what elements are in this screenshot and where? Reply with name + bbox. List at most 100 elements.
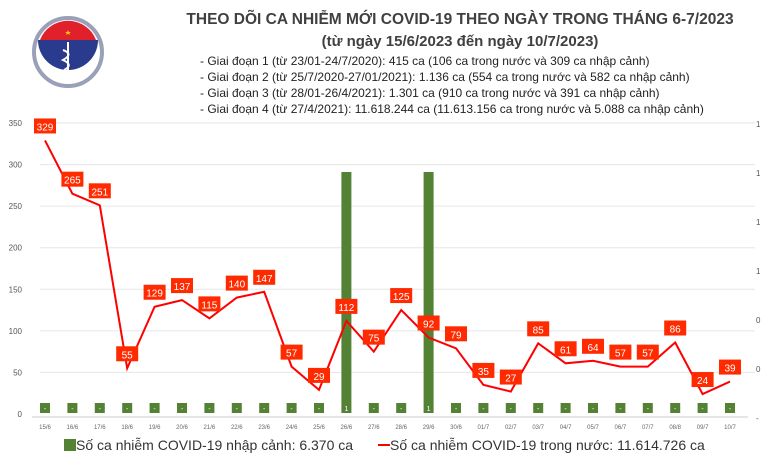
data-label-box	[390, 288, 413, 304]
x-tick-label: 25/6	[313, 425, 325, 431]
data-label-box	[445, 326, 467, 342]
data-label: 140	[228, 280, 245, 291]
legend-bar: Số ca nhiễm COVID-19 nhập cảnh: 6.370 ca	[64, 437, 353, 453]
data-label: 39	[724, 364, 736, 375]
data-label-box	[280, 344, 303, 360]
data-label-box	[171, 278, 193, 294]
data-label-box	[34, 118, 56, 134]
x-tick-label: 10/7	[724, 425, 736, 431]
data-label-box	[88, 183, 111, 199]
left-tick-label: 150	[9, 285, 23, 294]
x-tick-label: 05/7	[587, 425, 599, 431]
bar-label: -	[564, 406, 567, 413]
bar-label: -	[318, 406, 321, 413]
bar-label: -	[619, 406, 622, 413]
data-label-box	[499, 369, 522, 385]
right-tick-label: 1	[756, 267, 761, 276]
data-label: 125	[393, 292, 410, 303]
note-phase-3: - Giai đoạn 3 (từ 28/01-26/4/2021): 1.30…	[200, 86, 660, 100]
data-label: 75	[368, 334, 380, 345]
data-label-box	[636, 344, 659, 360]
data-label-box	[554, 341, 577, 357]
right-tick-label: 1	[756, 218, 761, 227]
left-tick-label: 350	[9, 119, 23, 128]
bar-label: -	[729, 406, 732, 413]
bar	[177, 403, 187, 413]
data-label: 251	[91, 187, 108, 198]
data-label: 29	[313, 372, 325, 383]
data-label: 57	[286, 349, 298, 360]
data-label: 57	[615, 349, 627, 360]
data-label-box	[691, 372, 714, 388]
bar-label: -	[44, 406, 47, 413]
data-label: 27	[505, 374, 517, 385]
bar-label: -	[400, 406, 403, 413]
right-tick-label: -	[756, 414, 759, 423]
bar-label: -	[153, 406, 156, 413]
bar	[505, 403, 516, 413]
bar	[560, 403, 571, 413]
data-label: 85	[533, 325, 545, 336]
data-label-box	[527, 321, 550, 337]
data-label: 92	[423, 320, 435, 331]
data-label-box	[225, 275, 248, 291]
x-tick-label: 26/6	[341, 425, 353, 431]
bar	[368, 403, 379, 413]
x-tick-label: 29/6	[423, 425, 435, 431]
bar-label: -	[592, 406, 595, 413]
data-label: 57	[642, 349, 654, 360]
data-label: 329	[37, 122, 54, 133]
data-label: 265	[64, 176, 81, 187]
data-label-box	[198, 296, 221, 312]
data-label-box	[308, 367, 330, 383]
x-tick-label: 24/6	[286, 425, 298, 431]
chart-title: THEO DÕI CA NHIỄM MỚI COVID-19 THEO NGÀY…	[186, 11, 734, 28]
bar	[423, 172, 434, 413]
data-label-box	[609, 344, 632, 360]
data-label: 129	[146, 289, 163, 300]
x-tick-label: 17/6	[94, 425, 106, 431]
bar-label: -	[482, 406, 485, 413]
left-tick-label: 250	[9, 202, 23, 211]
x-tick-label: 06/7	[615, 425, 627, 431]
bar-label: -	[701, 406, 704, 413]
right-tick-label: 1	[756, 169, 761, 178]
right-tick-label: 0	[756, 365, 761, 374]
bar-label: -	[674, 406, 677, 413]
left-tick-label: 0	[18, 410, 23, 419]
data-label-box	[472, 362, 495, 378]
data-label: 115	[201, 300, 217, 311]
x-tick-label: 15/6	[39, 425, 51, 431]
legend-bar-swatch	[64, 439, 76, 451]
bar-label: 1	[427, 406, 431, 413]
right-tick-label: 1	[756, 120, 761, 129]
data-label-box	[664, 320, 687, 336]
data-label: 35	[478, 367, 490, 378]
data-label: 61	[560, 345, 572, 356]
data-label: 64	[587, 343, 599, 354]
bar	[67, 403, 78, 413]
data-label-box	[582, 338, 604, 354]
left-tick-label: 50	[13, 368, 22, 377]
left-tick-label: 100	[9, 327, 23, 336]
x-tick-label: 21/6	[204, 425, 216, 431]
bar-label: 1	[344, 406, 348, 413]
bar	[231, 403, 242, 413]
bar-label: -	[373, 406, 376, 413]
bar	[533, 403, 544, 413]
right-tick-label: 0	[756, 316, 761, 325]
bar-label: -	[263, 406, 266, 413]
bar	[396, 403, 407, 413]
x-tick-label: 23/6	[258, 425, 270, 431]
x-tick-label: 08/8	[669, 425, 681, 431]
bar-label: -	[510, 406, 513, 413]
bar-label: -	[647, 406, 650, 413]
bar	[451, 403, 461, 413]
note-phase-4: - Giai đoạn 4 (từ 27/4/2021): 11.618.244…	[200, 102, 704, 116]
bar-label: -	[290, 406, 293, 413]
bar	[149, 403, 160, 413]
bar	[314, 403, 324, 413]
bar	[122, 403, 133, 413]
data-label-box	[116, 346, 139, 362]
